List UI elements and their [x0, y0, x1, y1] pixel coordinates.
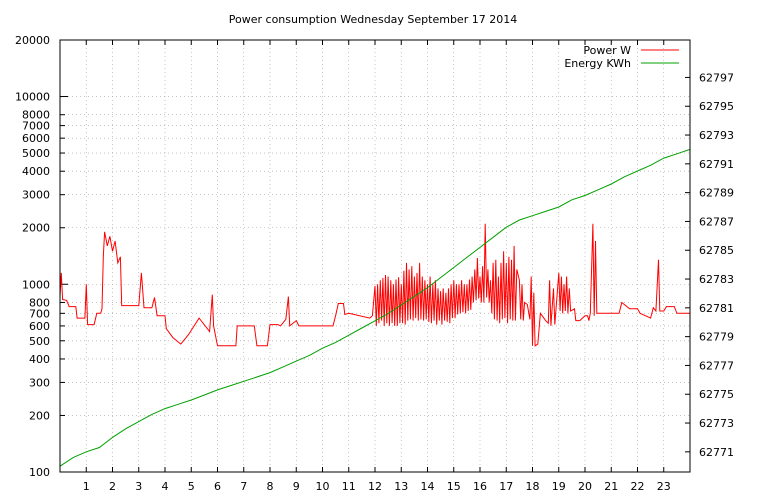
x-tick-label: 7: [240, 480, 247, 493]
series-lines: [59, 148, 691, 467]
x-tick-label: 18: [526, 480, 540, 493]
series-line-power: [59, 223, 690, 347]
x-tick-label: 21: [604, 480, 618, 493]
legend-label-power: Power W: [583, 44, 631, 57]
x-tick-label: 22: [631, 480, 645, 493]
series-line-energy: [59, 148, 691, 467]
y2-tick-label: 62779: [699, 331, 734, 344]
legend: Power W Energy KWh: [564, 44, 679, 70]
y-tick-label: 700: [29, 307, 50, 320]
x-tick-label: 4: [162, 480, 169, 493]
grid-lines: [60, 39, 690, 473]
x-tick-label: 8: [267, 480, 274, 493]
legend-label-energy: Energy KWh: [564, 57, 631, 70]
y-tick-label: 3000: [22, 189, 50, 202]
x-tick-label: 23: [657, 480, 671, 493]
y-tick-label: 500: [29, 335, 50, 348]
y2-tick-label: 62791: [699, 158, 734, 171]
x-tick-label: 1: [83, 480, 90, 493]
x-tick-label: 9: [293, 480, 300, 493]
x-tick-label: 16: [473, 480, 487, 493]
x-tick-label: 19: [552, 480, 566, 493]
y2-tick-label: 62789: [699, 187, 734, 200]
x-tick-label: 14: [421, 480, 435, 493]
y2-tick-label: 62773: [699, 417, 734, 430]
y-tick-label: 6000: [22, 132, 50, 145]
chart-title: Power consumption Wednesday September 17…: [229, 13, 517, 26]
x-tick-label: 3: [135, 480, 142, 493]
x-tick-label: 12: [368, 480, 382, 493]
x-tick-label: 10: [316, 480, 330, 493]
y-tick-label: 8000: [22, 109, 50, 122]
y2-tick-label: 62771: [699, 446, 734, 459]
x-tick-label: 20: [578, 480, 592, 493]
y-tick-label: 7000: [22, 120, 50, 133]
tick-marks: [60, 39, 690, 473]
y-tick-label: 800: [29, 296, 50, 309]
y-tick-label: 200: [29, 409, 50, 422]
y-tick-label: 100: [29, 466, 50, 479]
y-tick-label: 300: [29, 376, 50, 389]
y-tick-label: 10000: [15, 91, 50, 104]
y2-tick-label: 62787: [699, 215, 734, 228]
tick-labels: 1 2 3 4 5 6 7 8 9 10 11 12 13 14 15 16 17 18 19 20 21 22 23100…: [15, 34, 734, 493]
x-tick-label: 5: [188, 480, 195, 493]
y2-tick-label: 62775: [699, 388, 734, 401]
y-tick-label: 600: [29, 320, 50, 333]
x-tick-label: 17: [499, 480, 513, 493]
y2-tick-label: 62783: [699, 273, 734, 286]
y2-tick-label: 62785: [699, 244, 734, 257]
y-tick-label: 5000: [22, 147, 50, 160]
y2-tick-label: 62795: [699, 100, 734, 113]
y2-tick-label: 62781: [699, 302, 734, 315]
x-tick-label: 2: [109, 480, 116, 493]
y-tick-label: 20000: [15, 34, 50, 47]
plot-frame: [59, 39, 691, 473]
y-tick-label: 4000: [22, 165, 50, 178]
x-tick-label: 13: [394, 480, 408, 493]
x-tick-label: 11: [342, 480, 356, 493]
y2-tick-label: 62777: [699, 359, 734, 372]
x-tick-label: 15: [447, 480, 461, 493]
x-tick-label: 6: [214, 480, 221, 493]
y-tick-label: 1000: [22, 278, 50, 291]
y2-tick-label: 62793: [699, 129, 734, 142]
y-tick-label: 2000: [22, 222, 50, 235]
y-tick-label: 400: [29, 353, 50, 366]
y2-tick-label: 62797: [699, 71, 734, 84]
